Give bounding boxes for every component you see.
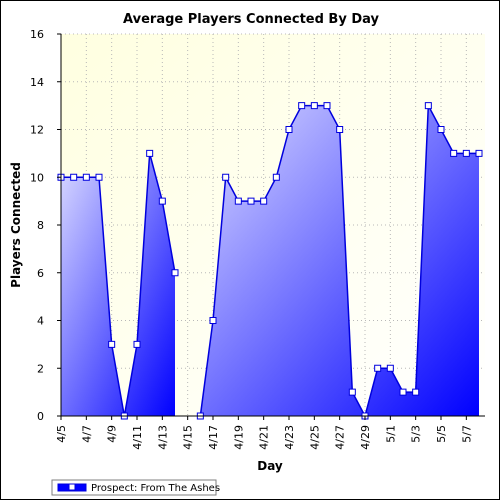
legend: Prospect: From The Ashes: [51, 479, 220, 496]
data-point: [462, 149, 470, 157]
data-point: [323, 102, 331, 110]
y-tick-label: 2: [37, 362, 44, 375]
x-tick-label: 4/15: [182, 425, 195, 450]
x-axis-ticks: 4/5 4/7 4/9 4/11 4/13 4/15 4/17 4/19 4/21 4/23 4/2…: [55, 416, 473, 450]
data-point: [386, 364, 394, 372]
data-point: [450, 149, 458, 157]
y-tick-label: 14: [30, 76, 44, 89]
data-point: [247, 197, 255, 205]
data-point: [310, 102, 318, 110]
data-point: [133, 340, 141, 348]
data-point: [108, 340, 116, 348]
data-point: [209, 317, 217, 324]
x-tick-label: 5/7: [460, 425, 473, 443]
x-tick-label: 4/25: [308, 425, 321, 450]
y-tick-label: 4: [37, 315, 44, 328]
data-point: [424, 102, 432, 110]
data-point: [272, 173, 280, 181]
legend-label: Prospect: From The Ashes: [91, 483, 220, 494]
x-axis-label: Day: [257, 459, 283, 473]
x-tick-label: 5/3: [410, 425, 423, 443]
x-tick-label: 4/23: [283, 425, 296, 450]
data-point: [412, 388, 420, 396]
data-point: [399, 388, 407, 396]
y-tick-label: 6: [37, 267, 44, 280]
y-tick-label: 10: [30, 171, 44, 184]
x-tick-label: 4/11: [131, 425, 144, 450]
series-area-fill: [200, 105, 480, 416]
data-point: [70, 173, 78, 181]
data-point: [222, 173, 230, 181]
x-tick-label: 4/5: [55, 425, 68, 443]
data-point: [146, 149, 154, 157]
series-area: [57, 102, 483, 420]
x-tick-label: 4/7: [80, 425, 93, 443]
x-tick-label: 5/5: [435, 425, 448, 443]
series-area-fill: [61, 153, 175, 416]
legend-box: [51, 479, 217, 496]
y-axis-ticks: 0 2 4 6 8 10 12 14 16: [30, 28, 61, 423]
data-point: [158, 197, 166, 205]
x-tick-label: 4/19: [232, 425, 245, 450]
series-line: [61, 153, 176, 417]
x-tick-label: 4/27: [334, 425, 347, 450]
data-point: [348, 388, 356, 396]
x-tick-label: 5/1: [384, 425, 397, 443]
data-point: [475, 149, 483, 157]
data-point: [95, 173, 103, 181]
data-point: [336, 126, 344, 133]
x-tick-label: 4/29: [359, 425, 372, 450]
data-point: [437, 126, 445, 133]
x-tick-label: 4/13: [156, 425, 169, 450]
data-point: [260, 197, 268, 205]
data-point: [298, 102, 306, 110]
y-tick-label: 0: [37, 410, 44, 423]
chart-title: Average Players Connected By Day: [123, 12, 379, 27]
data-point: [171, 269, 179, 277]
x-tick-label: 4/9: [106, 425, 119, 443]
data-point: [82, 173, 90, 181]
data-point: [234, 197, 242, 205]
data-point: [374, 364, 382, 372]
legend-marker: [68, 483, 76, 491]
x-tick-label: 4/17: [207, 425, 220, 450]
y-tick-label: 12: [30, 124, 44, 137]
y-axis-label: Players Connected: [9, 162, 23, 288]
y-tick-label: 8: [37, 219, 44, 232]
data-point: [285, 126, 293, 133]
x-tick-label: 4/21: [258, 425, 271, 450]
y-tick-label: 16: [30, 28, 44, 41]
